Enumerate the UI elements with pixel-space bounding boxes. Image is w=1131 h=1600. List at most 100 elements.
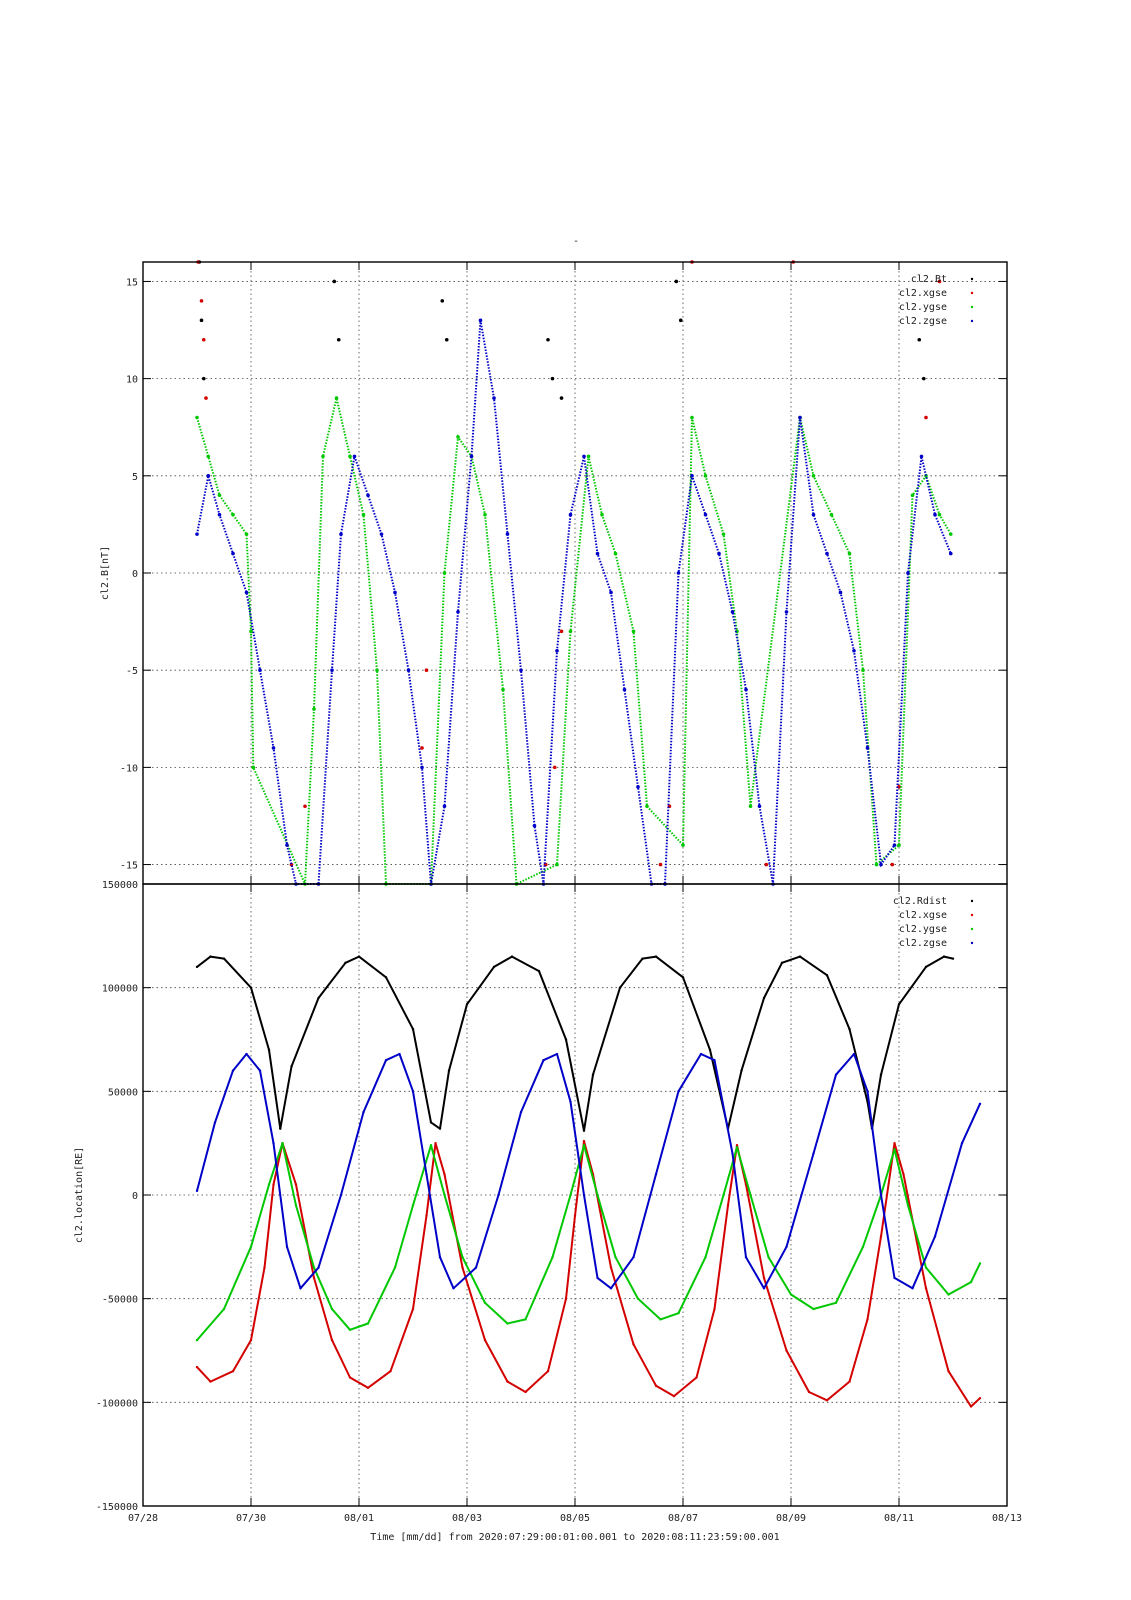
- bottom-series-cl2-zgse-line: [196, 1053, 981, 1290]
- bottom-series-cl2-ygse-point: [312, 1266, 316, 1269]
- bottom-legend-label: cl2.zgse: [899, 938, 947, 949]
- bottom-series-cl2-ygse-point: [195, 1338, 199, 1342]
- top-series-cl2-zgse-point: [406, 668, 411, 672]
- top-series-cl2-zgse-point: [838, 590, 843, 595]
- top-series-cl2-Bt-point: [199, 318, 204, 323]
- top-series-cl2-xgse-point: [424, 668, 429, 672]
- top-series-cl2-zgse-point: [919, 454, 924, 459]
- top-series-cl2-zgse-point: [469, 454, 474, 459]
- bottom-series-cl2-Rdist-point: [762, 996, 766, 1000]
- top-series-cl2-xgse-point: [559, 629, 564, 634]
- top-series-cl2-zgse-point: [906, 571, 910, 575]
- bottom-series-cl2-xgse-point: [389, 1370, 392, 1373]
- bottom-series-cl2-zgse-point: [866, 1090, 869, 1093]
- bottom-series-cl2-xgse-point: [609, 1266, 613, 1269]
- bottom-series-cl2-zgse-point: [731, 1152, 734, 1155]
- top-y-ticks: -15 -10 -5 0 5 10 15: [120, 262, 1008, 884]
- bottom-legend-marker: [970, 913, 974, 917]
- top-y-tick-label: -5: [126, 666, 138, 677]
- bottom-data-layer: [195, 955, 982, 1408]
- top-series-cl2-Bt-point: [678, 318, 683, 323]
- top-series-cl2-zgse-point: [330, 668, 334, 672]
- top-series-cl2-xgse-point: [937, 279, 942, 284]
- top-series-cl2-Bt-point: [674, 279, 679, 284]
- top-legend-marker: [970, 277, 974, 281]
- top-series-cl2-zgse-point: [892, 843, 897, 847]
- bottom-series-cl2-zgse-point: [879, 1193, 883, 1197]
- bottom-series-cl2-xgse-point: [672, 1394, 676, 1398]
- top-series-cl2-ygse-point: [897, 843, 901, 847]
- bottom-series-cl2-ygse-point: [834, 1301, 838, 1305]
- top-series-cl2-Bt-point: [444, 337, 449, 342]
- bottom-series-cl2-Rdist-point: [641, 957, 644, 960]
- top-series-cl2-xgse-point: [764, 862, 769, 867]
- top-series-cl2-zgse-point: [879, 862, 883, 867]
- bottom-series-cl2-xgse-point: [546, 1370, 550, 1373]
- bottom-series-cl2-xgse-point: [312, 1276, 316, 1280]
- bottom-series-cl2-xgse-point: [879, 1235, 883, 1238]
- bottom-series-cl2-ygse-point: [969, 1280, 973, 1284]
- bottom-series-cl2-xgse-point: [695, 1376, 698, 1379]
- bottom-series-cl2-zgse-point: [272, 1141, 275, 1145]
- bottom-series-cl2-ygse-point: [281, 1141, 284, 1145]
- bottom-series-cl2-xgse-point: [726, 1204, 730, 1207]
- bottom-series-cl2-ygse-point: [429, 1144, 433, 1147]
- top-legend-label: cl2.Bt: [911, 274, 947, 285]
- bottom-series-cl2-Rdist-point: [924, 965, 928, 969]
- x-axis-title: Time [mm/dd] from 2020:07:29:00:01:00.00…: [370, 1532, 779, 1543]
- top-series-cl2-ygse-point: [217, 493, 222, 498]
- bottom-series-cl2-Rdist-point: [357, 955, 361, 958]
- bottom-series-cl2-xgse-point: [231, 1370, 235, 1373]
- top-series-cl2-xgse-point: [420, 746, 424, 750]
- bottom-series-cl2-zgse-point: [474, 1266, 478, 1269]
- bottom-series-cl2-ygse-point: [524, 1318, 527, 1321]
- top-series-cl2-ygse-point: [937, 512, 942, 517]
- top-series-cl2-ygse-point: [829, 512, 834, 517]
- bottom-grid: [143, 884, 1007, 1506]
- top-legend-label: cl2.zgse: [899, 316, 947, 327]
- bottom-series-cl2-Rdist-point: [267, 1048, 271, 1052]
- bottom-series-cl2-xgse-point: [924, 1287, 928, 1290]
- top-legend-label: cl2.ygse: [899, 302, 947, 313]
- top-series-cl2-zgse-point: [555, 648, 559, 653]
- top-series-cl2-zgse-point: [420, 765, 424, 770]
- top-series-cl2-ygse-point: [631, 629, 636, 634]
- bottom-series-cl2-xgse-point: [947, 1370, 950, 1373]
- top-series-cl2-ygse-point: [231, 512, 235, 517]
- bottom-series-cl2-zgse-point: [893, 1276, 896, 1280]
- top-series-cl2-ygse-point: [811, 474, 816, 478]
- top-series-cl2-zgse-point: [258, 668, 262, 672]
- top-series-cl2-Bt-point: [201, 376, 206, 381]
- top-series-cl2-ygse-point: [910, 493, 915, 498]
- bottom-series-cl2-Rdist-point: [290, 1065, 293, 1068]
- top-series-cl2-ygse-point: [600, 512, 604, 517]
- bottom-series-cl2-zgse-point: [713, 1059, 716, 1062]
- bottom-series-cl2-zgse-point: [384, 1059, 388, 1062]
- top-series-cl2-ygse-point: [321, 454, 325, 459]
- bottom-series-cl2-ygse-point: [906, 1204, 910, 1207]
- top-series-cl2-ygse-point: [681, 843, 685, 847]
- top-series-cl2-zgse-point: [505, 532, 510, 536]
- bottom-series-cl2-zgse-point: [632, 1256, 635, 1259]
- bottom-series-cl2-xgse-point: [969, 1405, 973, 1408]
- top-series-cl2-Bt-point: [917, 337, 922, 342]
- bottom-series-cl2-zgse-point: [285, 1245, 289, 1249]
- bottom-series-cl2-ygse-point: [659, 1318, 662, 1321]
- bottom-series-cl2-ygse-point: [704, 1256, 707, 1259]
- top-series-cl2-ygse-point: [244, 532, 249, 536]
- bottom-series-cl2-Rdist-point: [879, 1073, 883, 1076]
- top-series-cl2-zgse-point: [703, 512, 708, 517]
- bottom-series-cl2-xgse-point: [654, 1384, 658, 1387]
- bottom-series-cl2-Rdist-point: [209, 955, 212, 958]
- bottom-series-cl2-Rdist-point: [510, 955, 514, 958]
- top-series-cl2-zgse-point: [582, 454, 586, 459]
- bottom-series-cl2-xgse-point: [434, 1141, 437, 1145]
- top-legend-marker: [970, 319, 974, 323]
- bottom-series-cl2-xgse-point: [762, 1276, 766, 1280]
- top-series-cl2-ygse-point: [348, 454, 352, 459]
- bottom-y-ticks: -150000 -100000 -50000 0 50000 100000 150000: [96, 880, 1008, 1513]
- top-series-cl2-xgse-point: [552, 765, 557, 770]
- bottom-series-cl2-xgse-point: [807, 1390, 811, 1394]
- bottom-series-cl2-xgse-point: [893, 1141, 896, 1145]
- top-series-cl2-Bt-point: [559, 396, 564, 400]
